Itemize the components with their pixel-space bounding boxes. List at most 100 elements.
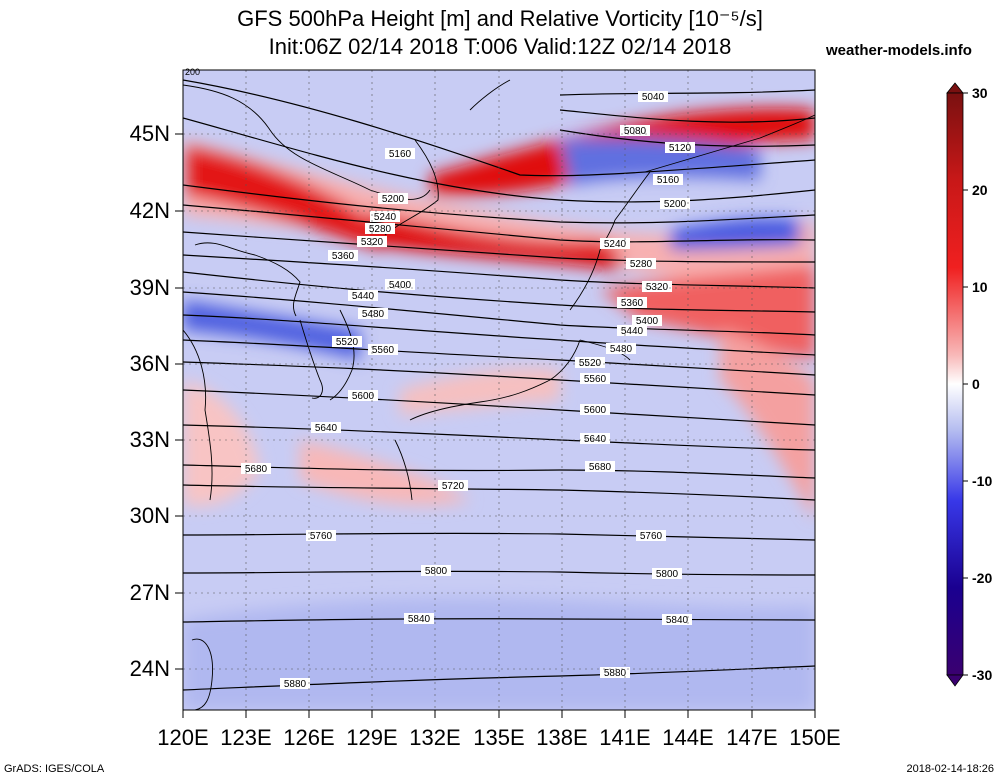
svg-text:5840: 5840	[666, 615, 689, 626]
svg-text:5600: 5600	[584, 405, 607, 416]
contour-label: 5800	[652, 568, 682, 580]
contour-label: 5680	[241, 463, 271, 475]
svg-text:5800: 5800	[425, 566, 448, 577]
svg-text:5400: 5400	[389, 280, 412, 291]
lon-label-150e: 150E	[789, 725, 841, 750]
svg-text:5240: 5240	[604, 239, 627, 250]
svg-text:5280: 5280	[630, 259, 653, 270]
contour-label: 5360	[617, 297, 647, 309]
contour-label: 5320	[357, 236, 387, 248]
lat-label-42n: 42N	[129, 198, 170, 223]
lon-label-135e: 135E	[473, 725, 525, 750]
lon-label-141e: 141E	[599, 725, 651, 750]
svg-text:5640: 5640	[315, 423, 338, 434]
svg-text:5880: 5880	[284, 679, 307, 690]
svg-text:5560: 5560	[372, 345, 395, 356]
contour-label: 5880	[600, 667, 630, 679]
contour-label: 5080	[620, 125, 650, 137]
map-subtitle: Init:06Z 02/14 2018 T:006 Valid:12Z 02/1…	[268, 34, 732, 59]
axis-ticks	[175, 133, 816, 718]
colorbar-tick-30: 30	[972, 85, 988, 101]
lon-label-123e: 123E	[220, 725, 272, 750]
contour-label: 5360	[328, 250, 358, 262]
contour-labels: 5040 5080 5120 5160 5200 5160 5200 5240 …	[241, 91, 695, 690]
contour-label: 5280	[365, 223, 395, 235]
contour-label: 5880	[280, 678, 310, 690]
height-contours	[183, 79, 815, 691]
lon-label-126e: 126E	[283, 725, 335, 750]
contour-label: 5560	[368, 344, 398, 356]
svg-text:5720: 5720	[442, 481, 465, 492]
contour-label: 5440	[617, 325, 647, 337]
lon-label-147e: 147E	[726, 725, 778, 750]
contour-label: 5760	[636, 530, 666, 542]
svg-text:5560: 5560	[584, 374, 607, 385]
lat-label-27n: 27N	[129, 580, 170, 605]
contour-label: 5120	[665, 142, 695, 154]
grads-credit: GrADS: IGES/COLA	[4, 763, 105, 775]
svg-text:5760: 5760	[640, 531, 663, 542]
contour-label: 5480	[606, 343, 636, 355]
contour-label: 5240	[600, 238, 630, 250]
svg-text:5400: 5400	[636, 316, 659, 327]
svg-text:5800: 5800	[656, 569, 679, 580]
contour-label: 5400	[632, 315, 662, 327]
contour-label: 5600	[348, 390, 378, 402]
svg-text:5880: 5880	[604, 668, 627, 679]
svg-text:5680: 5680	[589, 462, 612, 473]
contour-label: 5520	[575, 357, 605, 369]
svg-text:5760: 5760	[310, 531, 333, 542]
contour-label: 5240	[370, 211, 400, 223]
svg-text:5680: 5680	[245, 464, 268, 475]
svg-text:5440: 5440	[621, 326, 644, 337]
svg-text:5160: 5160	[657, 175, 680, 186]
contour-label: 5640	[311, 422, 341, 434]
contour-label: 5480	[358, 308, 388, 320]
colorbar-tick-minus30: -30	[972, 667, 993, 683]
svg-text:5440: 5440	[352, 291, 375, 302]
contour-label: 5680	[585, 461, 615, 473]
svg-text:5320: 5320	[361, 237, 384, 248]
svg-text:5520: 5520	[579, 358, 602, 369]
svg-text:5600: 5600	[352, 391, 375, 402]
contour-label: 5200	[378, 193, 408, 205]
colorbar-tick-minus10: -10	[972, 473, 993, 489]
svg-text:5520: 5520	[336, 337, 359, 348]
render-timestamp: 2018-02-14-18:26	[906, 763, 994, 775]
graticule	[183, 70, 815, 710]
contour-label: 5840	[662, 614, 692, 626]
contour-label: 5400	[385, 279, 415, 291]
svg-text:5360: 5360	[332, 251, 355, 262]
contour-label: 5600	[580, 404, 610, 416]
colorbar-tick-minus20: -20	[972, 570, 993, 586]
svg-text:5240: 5240	[374, 212, 397, 223]
lat-label-45n: 45N	[129, 121, 170, 146]
colorbar	[946, 82, 968, 687]
svg-text:5480: 5480	[362, 309, 385, 320]
contour-label: 5200	[660, 198, 690, 210]
contour-label: 5760	[306, 530, 336, 542]
svg-text:5200: 5200	[664, 199, 687, 210]
svg-text:5280: 5280	[369, 224, 392, 235]
contour-label: 5280	[626, 258, 656, 270]
contour-label: 5320	[642, 281, 672, 293]
contour-label: 5160	[653, 174, 683, 186]
colorbar-tick-0: 0	[972, 376, 980, 392]
map-title: GFS 500hPa Height [m] and Relative Vorti…	[237, 6, 763, 31]
colorbar-tick-20: 20	[972, 182, 988, 198]
lat-label-33n: 33N	[129, 427, 170, 452]
lat-label-24n: 24N	[129, 656, 170, 681]
lon-label-144e: 144E	[662, 725, 714, 750]
svg-text:5040: 5040	[642, 92, 665, 103]
svg-text:5160: 5160	[389, 149, 412, 160]
lat-label-39n: 39N	[129, 275, 170, 300]
contour-label: 5520	[332, 336, 362, 348]
contour-label: 5160	[385, 148, 415, 160]
lon-label-129e: 129E	[346, 725, 398, 750]
contour-label: 5840	[404, 613, 434, 625]
svg-text:5200: 5200	[382, 194, 405, 205]
contour-label: 5720	[438, 480, 468, 492]
lat-label-36n: 36N	[129, 351, 170, 376]
contour-label: 5560	[580, 373, 610, 385]
svg-text:5640: 5640	[584, 434, 607, 445]
